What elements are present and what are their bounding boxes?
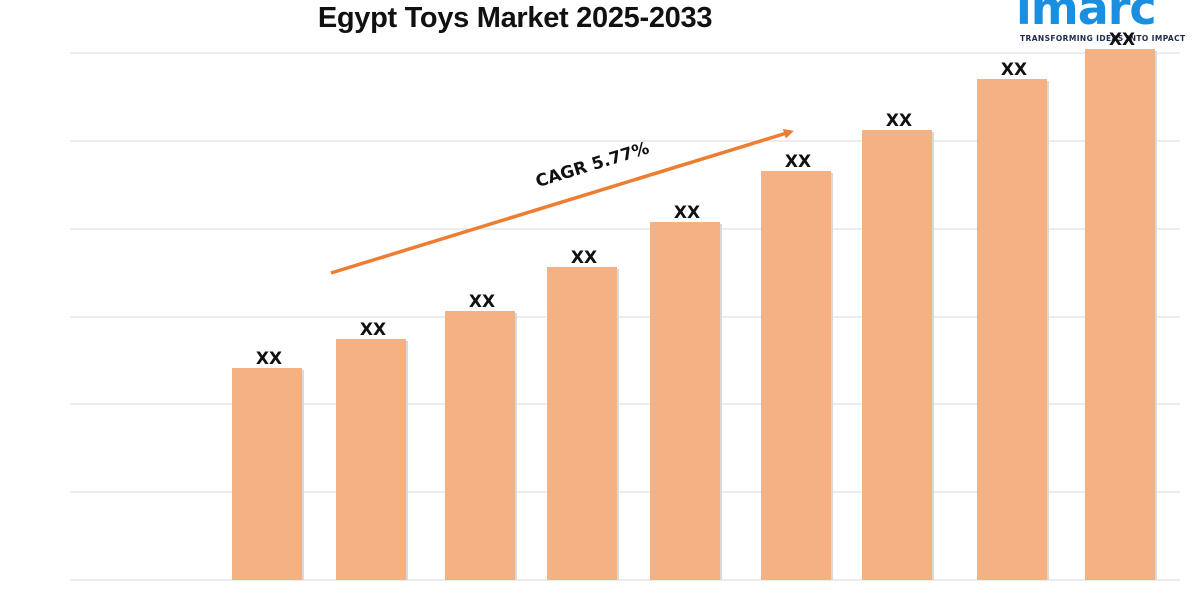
bar-data-label: XX: [674, 203, 700, 223]
chart-title: Egypt Toys Market 2025-2033: [317, 2, 713, 34]
bar-data-label: XX: [785, 152, 811, 172]
bar: [977, 79, 1047, 580]
bar-shadow: [406, 341, 408, 580]
bar-shadow: [1047, 81, 1049, 580]
bar-shadow: [1155, 51, 1157, 580]
bar: [445, 311, 515, 580]
bar-shadow: [932, 132, 934, 580]
bar-shadow: [515, 313, 517, 580]
bar-data-label: XX: [256, 349, 282, 369]
logo-wordmark: imarc: [1016, 0, 1157, 35]
bar-data-label: XX: [1109, 30, 1135, 50]
bar-shadow: [302, 370, 304, 580]
bar-data-label: XX: [571, 248, 597, 268]
bar: [862, 130, 932, 580]
bar-data-label: XX: [469, 292, 495, 312]
bar: [761, 171, 831, 580]
bar-data-label: XX: [1001, 60, 1027, 80]
bar: [336, 339, 406, 580]
bar: [232, 368, 302, 580]
bar: [547, 267, 617, 580]
cagr-label: CAGR 5.77%: [533, 138, 651, 192]
bar-data-label: XX: [886, 111, 912, 131]
data-labels: XX XX XX XX XX XX XX XX XX: [256, 30, 1135, 369]
bar-shadow: [617, 269, 619, 580]
imarc-logo: imarc TRANSFORMING IDEAS INTO IMPACT: [1012, 0, 1188, 48]
bar-shadow: [831, 173, 833, 580]
bar-data-label: XX: [360, 320, 386, 340]
logo-tagline: TRANSFORMING IDEAS INTO IMPACT: [1020, 34, 1186, 43]
cagr-arrow: [330, 128, 794, 275]
bar: [1085, 49, 1155, 580]
bars: [232, 49, 1157, 580]
bar-shadow: [720, 224, 722, 580]
bar: [650, 222, 720, 580]
